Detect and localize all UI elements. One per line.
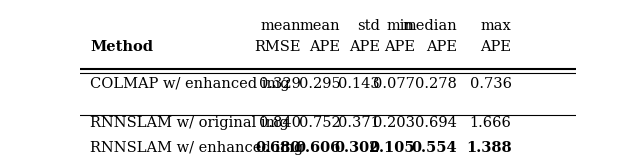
Text: 0.278: 0.278	[415, 78, 457, 91]
Text: 0.302: 0.302	[335, 141, 380, 155]
Text: 0.694: 0.694	[415, 117, 457, 130]
Text: RMSE: RMSE	[254, 41, 301, 54]
Text: 0.840: 0.840	[259, 117, 301, 130]
Text: 1.666: 1.666	[470, 117, 511, 130]
Text: RNNSLAM w/ original img: RNNSLAM w/ original img	[90, 117, 289, 130]
Text: APE: APE	[426, 41, 457, 54]
Text: Method: Method	[90, 41, 153, 54]
Text: 0.077: 0.077	[373, 78, 415, 91]
Text: 0.105: 0.105	[369, 141, 415, 155]
Text: 0.371: 0.371	[339, 117, 380, 130]
Text: APE: APE	[309, 41, 340, 54]
Text: 0.680: 0.680	[255, 141, 301, 155]
Text: APE: APE	[349, 41, 380, 54]
Text: mean: mean	[300, 19, 340, 33]
Text: APE: APE	[481, 41, 511, 54]
Text: 1.388: 1.388	[466, 141, 511, 155]
Text: RNNSLAM w/ enhanced img: RNNSLAM w/ enhanced img	[90, 141, 303, 155]
Text: mean: mean	[260, 19, 301, 33]
Text: 0.752: 0.752	[299, 117, 340, 130]
Text: 0.203: 0.203	[372, 117, 415, 130]
Text: 0.329: 0.329	[259, 78, 301, 91]
Text: median: median	[402, 19, 457, 33]
Text: 0.606: 0.606	[295, 141, 340, 155]
Text: 0.736: 0.736	[470, 78, 511, 91]
Text: min: min	[387, 19, 415, 33]
Text: std: std	[357, 19, 380, 33]
Text: 0.143: 0.143	[339, 78, 380, 91]
Text: 0.295: 0.295	[299, 78, 340, 91]
Text: max: max	[481, 19, 511, 33]
Text: COLMAP w/ enhanced img: COLMAP w/ enhanced img	[90, 78, 289, 91]
Text: 0.554: 0.554	[412, 141, 457, 155]
Text: APE: APE	[384, 41, 415, 54]
